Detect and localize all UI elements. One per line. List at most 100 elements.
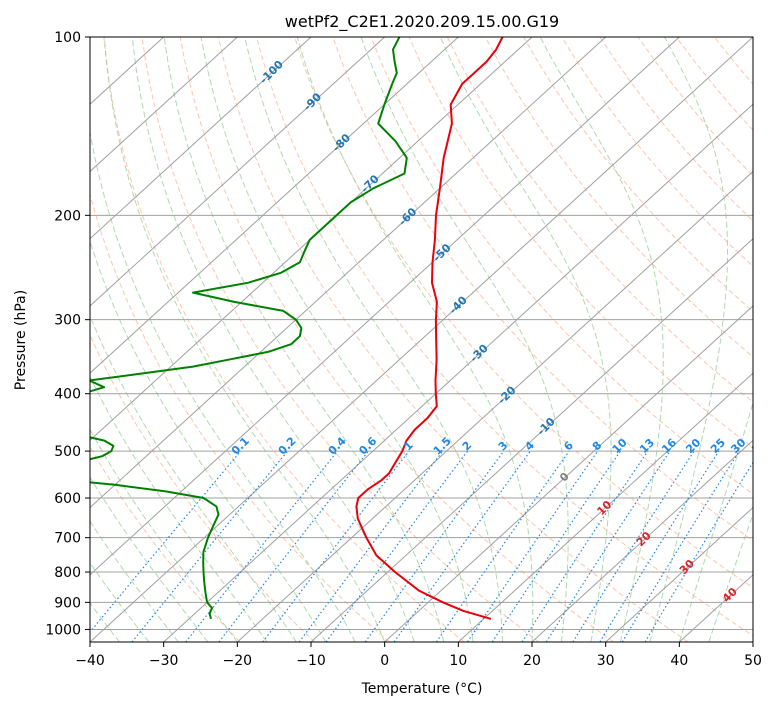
moist-adiabat [439, 37, 612, 642]
moist-adiabat [90, 239, 327, 642]
chart-title: wetPf2_C2E1.2020.209.15.00.G19 [285, 12, 559, 32]
isotherm-line [90, 37, 607, 509]
mixing-ratio-label: 0.4 [326, 434, 349, 457]
isotherm-line [310, 237, 753, 642]
mixing-ratio-line [521, 450, 649, 642]
dry-adiabat [90, 445, 241, 642]
isotherm-line [90, 37, 312, 240]
x-tick-label: 20 [523, 653, 541, 669]
dewpoint-profile-line [90, 37, 408, 620]
mixing-ratio-line [491, 450, 621, 642]
moist-adiabat [678, 401, 753, 642]
dry-adiabat [561, 37, 753, 267]
dry-adiabat [141, 37, 540, 642]
moist-adiabat [360, 37, 569, 642]
y-tick-label: 700 [54, 531, 81, 547]
isotherm-line [90, 37, 753, 642]
x-axis-label: Temperature (°C) [361, 681, 483, 697]
moist-adiabat [708, 513, 753, 642]
dry-adiabat [294, 37, 753, 589]
y-tick-label: 600 [54, 491, 81, 507]
mixing-ratio-line [185, 450, 339, 642]
x-tick-label: −30 [149, 653, 179, 669]
isotherm-line [90, 37, 386, 307]
dry-adiabat [370, 37, 753, 495]
y-axis-label: Pressure (hPa) [13, 290, 29, 390]
isotherm-line [90, 37, 680, 576]
x-tick-label: −20 [223, 653, 253, 669]
dry-adiabat [675, 37, 753, 131]
x-tick-label: 50 [744, 653, 762, 669]
dry-adiabat [103, 37, 465, 642]
moist-adiabat [90, 129, 356, 642]
mixing-ratio-line [545, 450, 671, 642]
x-tick-label: 40 [670, 653, 688, 669]
y-tick-label: 500 [54, 444, 81, 460]
isotherm-line [163, 103, 753, 642]
moist-adiabat [90, 314, 297, 642]
mixing-ratio-label: 0.6 [356, 434, 379, 457]
mixing-ratio-line [131, 450, 289, 642]
dry-adiabat [484, 37, 753, 358]
mixing-ratio-line [298, 450, 444, 642]
moist-adiabat [90, 476, 209, 642]
moist-adiabat [200, 37, 474, 642]
dry-adiabat [523, 37, 753, 313]
isotherm-line [531, 439, 753, 642]
mixing-ratio-label: 0.1 [229, 435, 252, 458]
y-tick-label: 1000 [45, 622, 81, 638]
mixing-ratio-line [644, 461, 753, 642]
dry-adiabat [446, 37, 753, 403]
mixing-ratio-line [393, 450, 531, 642]
mixing-ratio-label: 25 [708, 436, 728, 456]
y-tick-label: 100 [54, 30, 81, 46]
isotherm-line [90, 37, 238, 173]
moist-adiabat [539, 37, 664, 642]
temperature-profile-line [355, 37, 504, 620]
mixing-ratio-line [262, 450, 410, 642]
isotherm-line [752, 641, 753, 642]
profile-lines [90, 37, 504, 620]
background-grid [90, 37, 753, 642]
dry-adiabat [217, 37, 689, 642]
isotherm-line [90, 37, 533, 442]
mixing-ratio-line [90, 450, 242, 633]
mixing-ratio-line [218, 450, 369, 642]
x-tick-label: −40 [75, 653, 105, 669]
mixing-ratio-label: 10 [610, 436, 630, 456]
mixing-ratio-line [572, 450, 695, 642]
y-tick-label: 300 [54, 313, 81, 329]
dry-adiabat [90, 333, 316, 642]
dry-adiabat [637, 37, 753, 177]
y-tick-label: 200 [54, 208, 81, 224]
mixing-ratio-line [435, 450, 570, 642]
moist-adiabat-label: -100 [257, 58, 286, 87]
dry-adiabat [332, 37, 753, 542]
moist-adiabat [103, 37, 386, 642]
mixing-ratio-label: 20 [683, 436, 703, 456]
moist-adiabat [90, 375, 268, 642]
moist-adiabat [649, 37, 728, 642]
dry-adiabat [714, 37, 753, 85]
y-tick-label: 800 [54, 565, 81, 581]
y-axis: 100 200 300 400 500 600 700 800 900 1000 [45, 30, 90, 638]
plot-frame [89, 36, 754, 643]
moist-adiabat [90, 428, 238, 642]
mixing-ratio-line [364, 450, 505, 642]
mixing-ratio-label: 1.5 [431, 435, 454, 458]
mixing-ratio-line [325, 450, 468, 642]
moist-adiabat [244, 37, 503, 642]
mixing-ratio-label: 30 [728, 436, 748, 456]
x-tick-label: 0 [380, 653, 389, 669]
mixing-ratio-line [466, 450, 599, 642]
x-tick-label: 10 [449, 653, 467, 669]
isotherm-line [384, 305, 753, 642]
y-tick-label: 900 [54, 595, 81, 611]
moist-adiabat [131, 37, 415, 642]
y-tick-label: 400 [54, 387, 81, 403]
isotherm-line [236, 170, 753, 642]
dry-adiabat [90, 192, 390, 642]
dry-adiabat [179, 37, 614, 642]
mixing-ratio-label: 16 [659, 436, 679, 456]
